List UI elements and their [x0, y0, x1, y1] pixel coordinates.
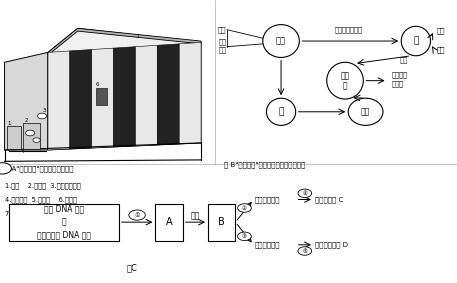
Polygon shape [48, 51, 70, 150]
Circle shape [238, 204, 251, 212]
Text: 重组: 重组 [191, 211, 200, 220]
Text: 市场: 市场 [218, 26, 226, 33]
Circle shape [298, 189, 312, 198]
Bar [23, 123, 40, 149]
Text: 3: 3 [43, 108, 46, 113]
Polygon shape [135, 45, 157, 146]
Text: 供取暖、
照明等: 供取暖、 照明等 [392, 72, 408, 87]
Text: 人的 DNA 分子
或
苏云金杆菌 DNA 分子: 人的 DNA 分子 或 苏云金杆菌 DNA 分子 [37, 204, 91, 240]
Ellipse shape [263, 25, 299, 57]
Text: 绵羊受体细胞: 绵羊受体细胞 [255, 196, 280, 203]
Text: 氧气以及废弃物: 氧气以及废弃物 [335, 26, 362, 33]
Circle shape [129, 210, 145, 220]
Text: ①: ① [134, 213, 140, 218]
Text: 猪: 猪 [413, 37, 419, 46]
Circle shape [33, 138, 40, 142]
Bar [9, 204, 119, 241]
Bar [155, 204, 183, 241]
Text: ②: ② [242, 205, 247, 211]
Text: 4.溢流渠道  5.沼气池    6.通风口: 4.溢流渠道 5.沼气池 6.通风口 [5, 196, 76, 203]
Circle shape [26, 130, 35, 136]
Text: 厕所: 厕所 [361, 107, 370, 116]
Circle shape [37, 113, 47, 119]
Text: A: A [166, 217, 172, 227]
Polygon shape [114, 47, 135, 147]
Polygon shape [48, 28, 201, 55]
Text: 转基因绵羊 C: 转基因绵羊 C [315, 196, 344, 203]
Circle shape [238, 232, 251, 241]
Text: 图 B"四位一体"生态农业物质循环示意图: 图 B"四位一体"生态农业物质循环示意图 [224, 161, 305, 168]
Text: ③: ③ [242, 234, 247, 239]
Text: ⑤: ⑤ [303, 248, 307, 254]
Polygon shape [70, 50, 92, 149]
Polygon shape [179, 42, 201, 144]
Ellipse shape [348, 98, 383, 125]
Text: 种子
技术: 种子 技术 [218, 38, 226, 53]
Polygon shape [48, 28, 201, 150]
Text: 棉花受体细胞: 棉花受体细胞 [255, 241, 280, 248]
Text: 6: 6 [96, 82, 100, 87]
Text: 转基因抗虫棉 D: 转基因抗虫棉 D [315, 241, 348, 248]
Polygon shape [92, 48, 114, 148]
Text: 饲料: 饲料 [436, 46, 445, 53]
Text: 4: 4 [21, 149, 24, 155]
Circle shape [0, 163, 11, 174]
Text: 沼气
池: 沼气 池 [340, 71, 350, 90]
Text: 1.厕所    2.猪禽舍  3.沼气池进料口: 1.厕所 2.猪禽舍 3.沼气池进料口 [5, 182, 80, 188]
Bar [7, 126, 21, 149]
Text: 2: 2 [24, 118, 28, 123]
Text: 1: 1 [7, 121, 11, 126]
Text: 7: 7 [135, 34, 139, 39]
Text: 蔬菜: 蔬菜 [276, 37, 286, 46]
Text: 粪尿: 粪尿 [400, 56, 408, 63]
Text: 市场: 市场 [436, 27, 445, 34]
Text: 人: 人 [278, 107, 284, 116]
Ellipse shape [327, 62, 363, 99]
Bar [208, 204, 235, 241]
Polygon shape [157, 44, 179, 145]
Circle shape [298, 247, 312, 255]
Text: B: B [218, 217, 225, 227]
Ellipse shape [266, 98, 296, 125]
Text: 图C: 图C [127, 263, 138, 272]
Text: 图 A"四位一体"农业生态工程模式: 图 A"四位一体"农业生态工程模式 [5, 166, 73, 172]
Bar [96, 88, 107, 105]
Polygon shape [5, 52, 48, 150]
Text: 7.简易日光温室: 7.简易日光温室 [5, 210, 35, 217]
Text: ④: ④ [303, 191, 307, 196]
Ellipse shape [401, 26, 430, 56]
